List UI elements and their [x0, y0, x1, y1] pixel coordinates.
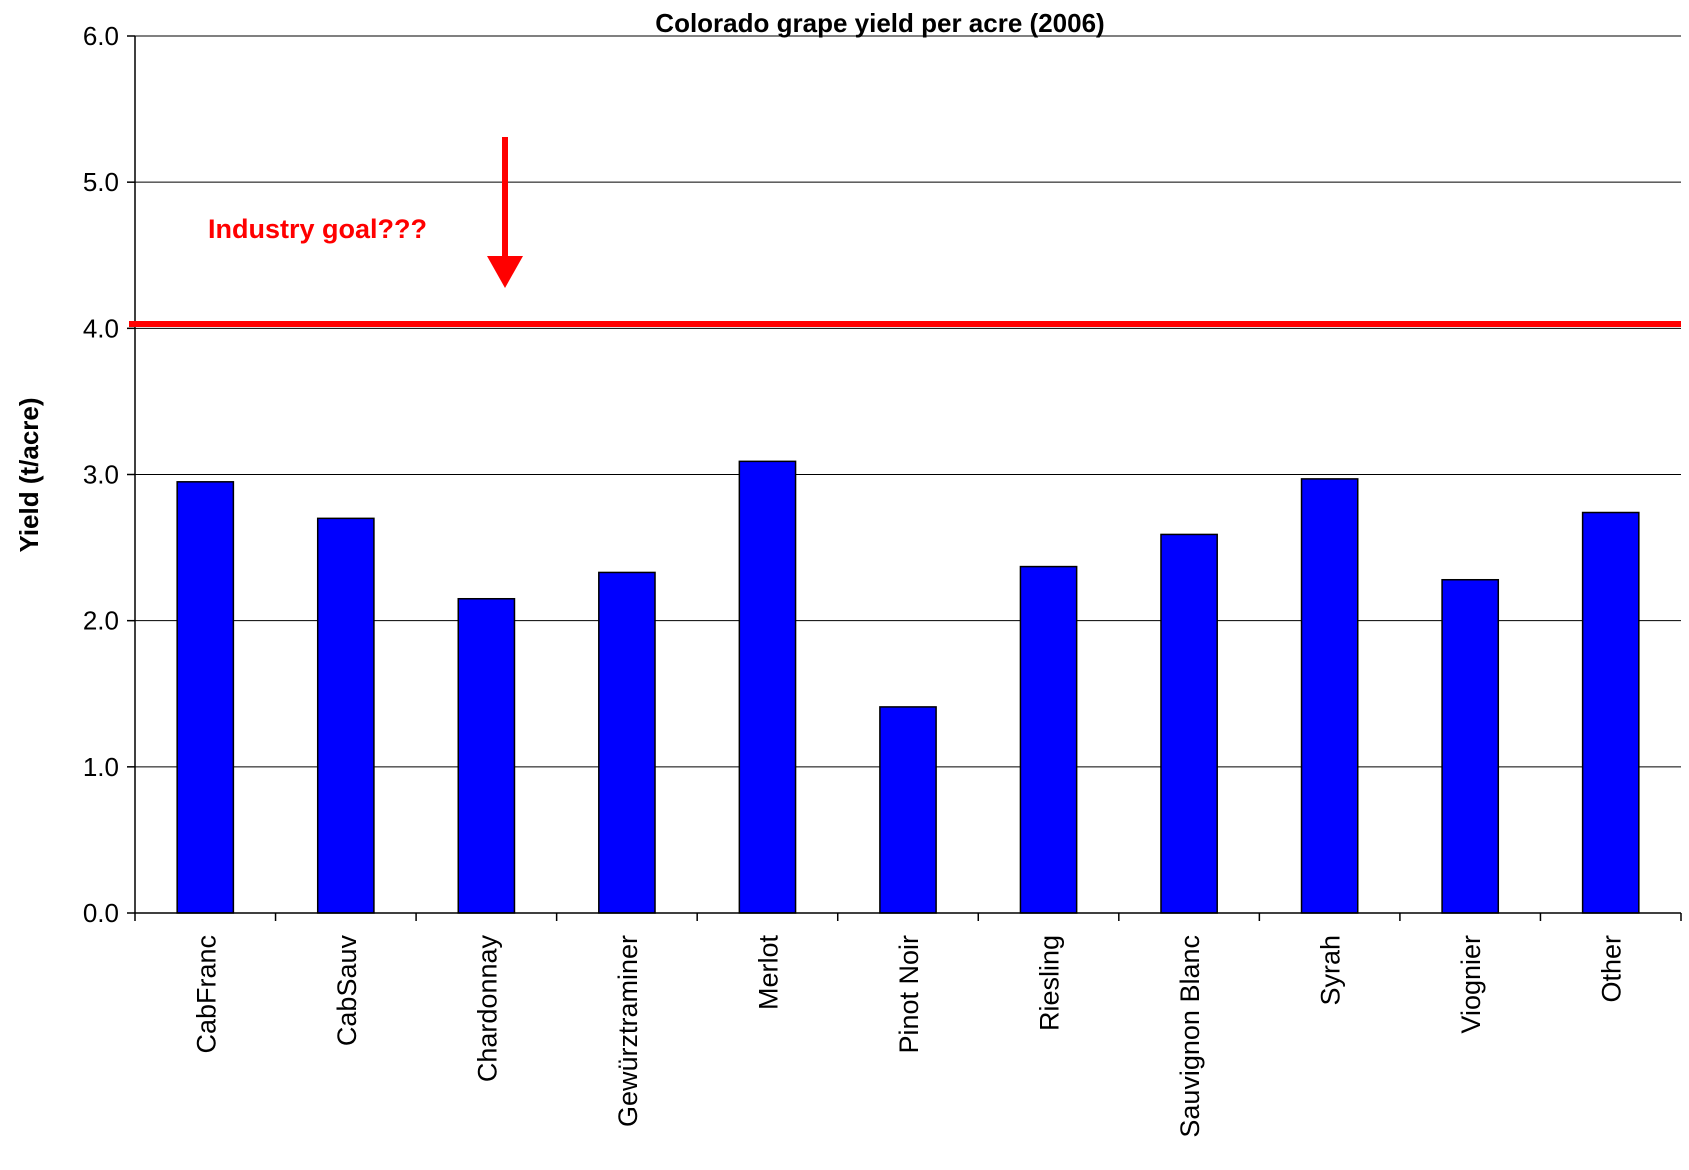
x-category-labels: CabFranc CabSauv Chardonnay Gewürztraminer M…	[191, 935, 1626, 1138]
bar	[316, 517, 375, 914]
x-category-label: Viognier	[1456, 935, 1486, 1034]
down-arrow-icon	[487, 137, 523, 288]
y-tick-labels: 0.0 1.0 2.0 3.0 4.0 5.0 6.0	[83, 21, 119, 928]
x-category-label: Pinot Noir	[894, 935, 924, 1054]
bars	[176, 460, 1640, 914]
y-tick-label: 6.0	[83, 21, 119, 51]
x-category-label: CabSauv	[332, 935, 362, 1047]
x-category-label: Chardonnay	[472, 935, 502, 1083]
x-category-label: Sauvignon Blanc	[1175, 935, 1205, 1138]
x-category-label: Riesling	[1035, 935, 1065, 1031]
bar	[176, 481, 235, 914]
y-axis-label: Yield (t/acre)	[14, 397, 44, 552]
x-category-label: Syrah	[1316, 935, 1346, 1006]
bar	[879, 706, 937, 914]
gridlines	[135, 35, 1681, 768]
x-category-label: Other	[1597, 935, 1627, 1003]
arrow-head	[487, 256, 523, 288]
bar	[1300, 478, 1359, 914]
bar	[1160, 533, 1218, 914]
bar	[1581, 511, 1640, 914]
axes	[127, 35, 1682, 921]
bar	[1019, 565, 1078, 914]
x-category-label: Merlot	[753, 935, 783, 1011]
y-tick-label: 4.0	[83, 313, 119, 343]
bar	[598, 571, 656, 914]
y-tick-label: 0.0	[83, 898, 119, 928]
bar	[738, 460, 797, 914]
y-tick-label: 1.0	[83, 752, 119, 782]
y-tick-label: 2.0	[83, 606, 119, 636]
y-tick-label: 5.0	[83, 167, 119, 197]
bar	[457, 597, 516, 914]
annotation-text: Industry goal???	[208, 214, 427, 244]
x-category-label: Gewürztraminer	[613, 935, 643, 1127]
chart-title: Colorado grape yield per acre (2006)	[655, 8, 1104, 38]
x-category-label: CabFranc	[191, 935, 221, 1054]
bar	[1441, 578, 1500, 914]
industry-goal-annotation: Industry goal???	[208, 137, 523, 288]
y-tick-label: 3.0	[83, 460, 119, 490]
